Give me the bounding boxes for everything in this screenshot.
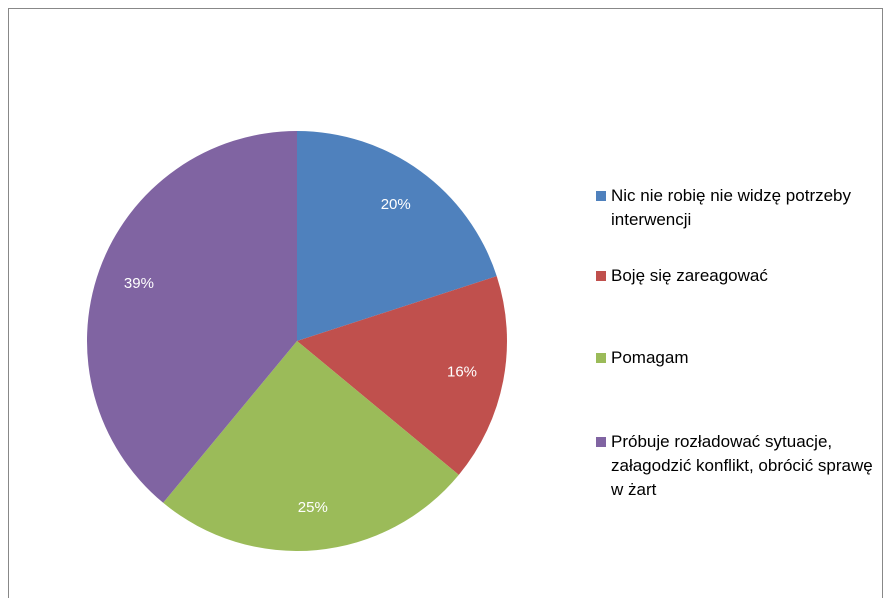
data-label: 20%	[381, 196, 411, 213]
legend-swatch	[596, 353, 606, 363]
legend-label: Pomagam	[611, 348, 689, 367]
pie-slice	[163, 341, 459, 552]
pie-slice	[297, 276, 508, 475]
legend-entry: Próbuje rozładować sytuacje, załagodzić …	[596, 430, 886, 502]
legend-swatch	[596, 437, 606, 447]
legend-swatch	[596, 271, 606, 281]
data-label: 16%	[447, 363, 477, 380]
legend-entry: Boję się zareagować	[596, 264, 886, 288]
pie-slice	[87, 131, 297, 503]
pie-slice	[297, 131, 497, 341]
chart-frame	[8, 8, 883, 598]
data-label: 25%	[298, 499, 328, 516]
data-label: 39%	[124, 275, 154, 292]
legend-entry: Nic nie robię nie widzę potrzeby interwe…	[596, 184, 886, 232]
legend-label: Próbuje rozładować sytuacje, załagodzić …	[611, 432, 873, 499]
legend-label: Nic nie robię nie widzę potrzeby interwe…	[611, 186, 852, 229]
legend-label: Boję się zareagować	[611, 266, 768, 285]
legend-swatch	[596, 191, 606, 201]
legend-entry: Pomagam	[596, 346, 886, 370]
